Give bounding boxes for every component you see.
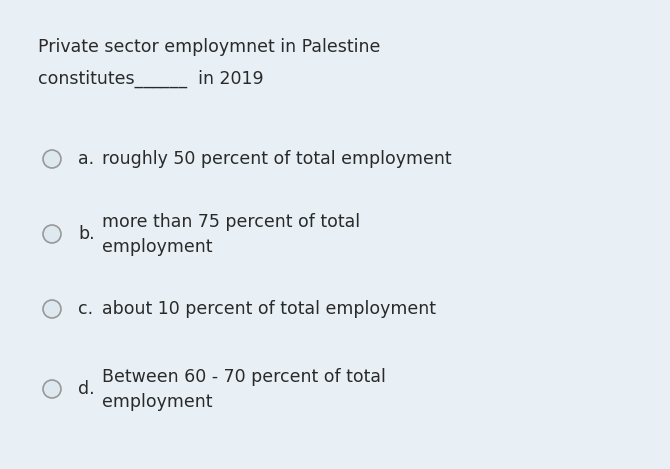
Text: roughly 50 percent of total employment: roughly 50 percent of total employment (102, 150, 452, 168)
Text: c.: c. (78, 300, 93, 318)
Ellipse shape (43, 225, 61, 243)
Ellipse shape (43, 380, 61, 398)
Text: Between 60 - 70 percent of total
employment: Between 60 - 70 percent of total employm… (102, 368, 386, 410)
Text: constitutes______  in 2019: constitutes______ in 2019 (38, 70, 263, 88)
Text: about 10 percent of total employment: about 10 percent of total employment (102, 300, 436, 318)
Text: Private sector employmnet in Palestine: Private sector employmnet in Palestine (38, 38, 381, 56)
Text: more than 75 percent of total
employment: more than 75 percent of total employment (102, 212, 360, 256)
Text: b.: b. (78, 225, 94, 243)
Text: a.: a. (78, 150, 94, 168)
Ellipse shape (43, 150, 61, 168)
Ellipse shape (43, 300, 61, 318)
Text: d.: d. (78, 380, 94, 398)
